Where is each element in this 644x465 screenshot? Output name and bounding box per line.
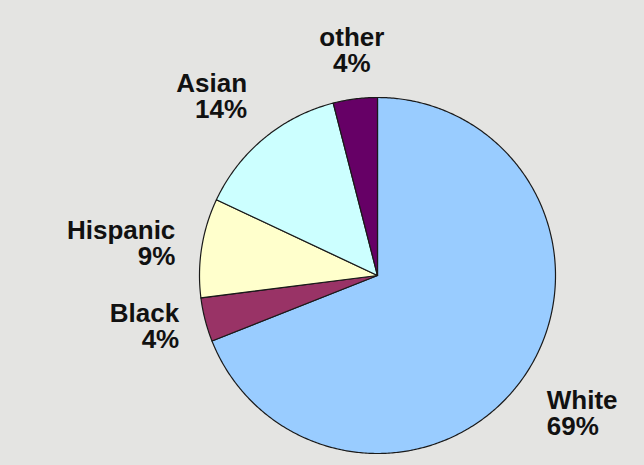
svg-text:White69%: White69%	[547, 385, 618, 441]
svg-text:Asian14%: Asian14%	[176, 68, 247, 124]
svg-text:Black4%: Black4%	[110, 298, 180, 354]
svg-text:other4%: other4%	[319, 22, 384, 78]
svg-text:Hispanic9%: Hispanic9%	[67, 215, 175, 271]
